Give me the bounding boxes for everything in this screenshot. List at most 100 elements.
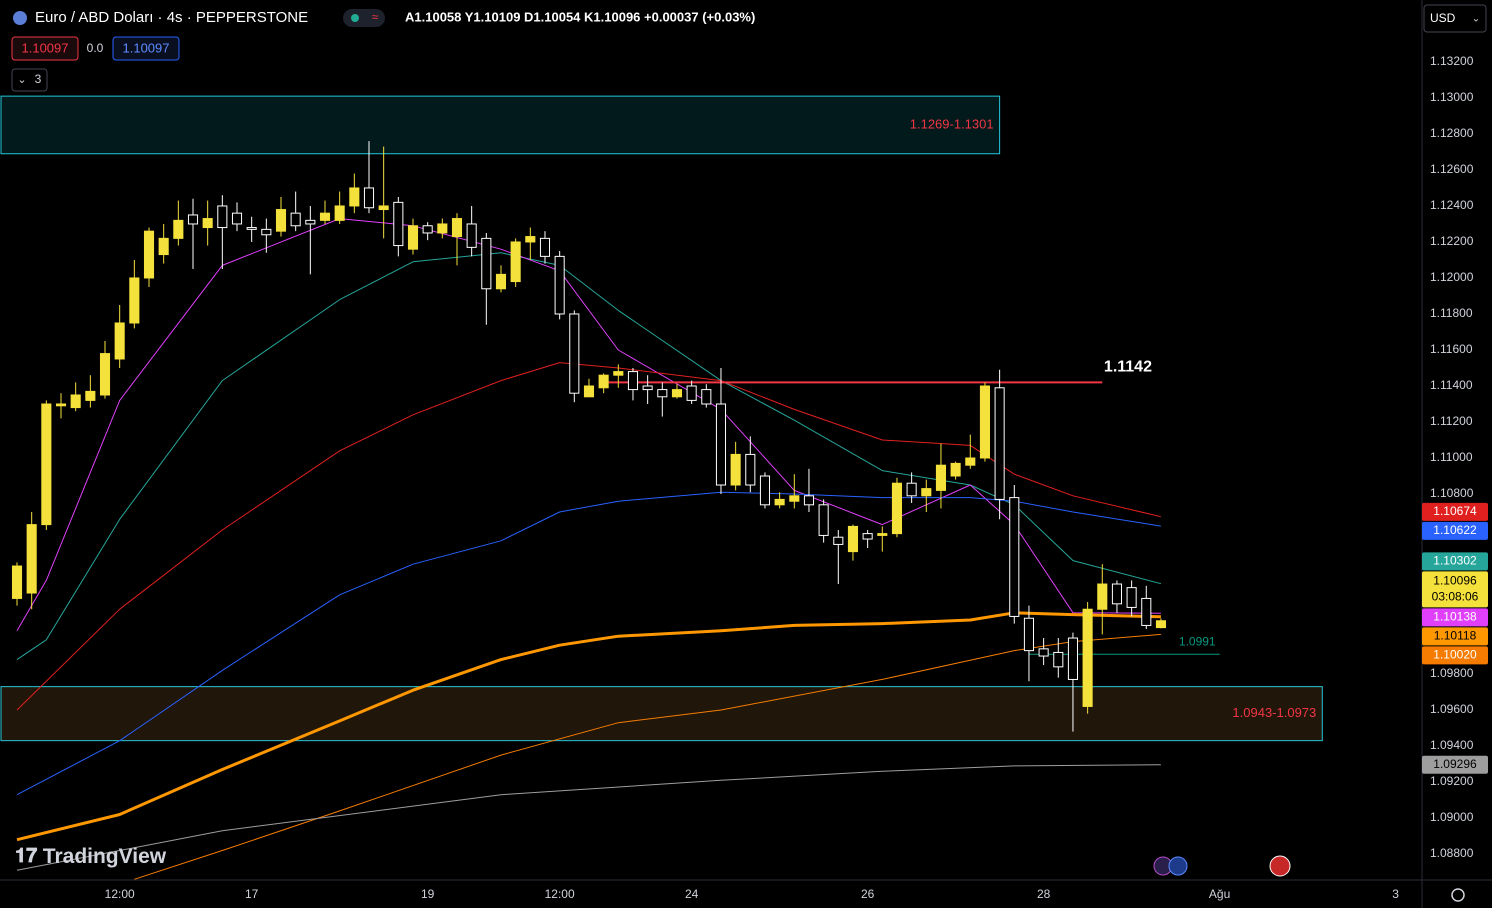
candle-body: [994, 387, 1005, 500]
x-tick-label: 26: [861, 887, 875, 901]
candle-body: [363, 187, 375, 209]
price-tags: 1.10674 1.10622 1.10302 1.10096 03:08:06 1.10…: [1422, 502, 1488, 774]
y-tick-label: 1.13200: [1430, 54, 1474, 68]
candle-body: [510, 241, 521, 283]
level-label: 1.1142: [1104, 359, 1152, 376]
candle-body: [481, 237, 492, 290]
candle-body: [1067, 637, 1078, 680]
countdown: 03:08:06: [1432, 590, 1479, 604]
candle-body: [569, 313, 580, 394]
y-tick-label: 1.11600: [1430, 342, 1473, 356]
price-tag: [1422, 627, 1488, 646]
candle-body: [965, 457, 976, 466]
price-tag: [1422, 755, 1488, 774]
price-tag-label: 1.10302: [1433, 554, 1477, 568]
candle-body: [979, 385, 991, 459]
price-tag-label: 1.10622: [1433, 523, 1477, 537]
candle-body: [671, 389, 683, 398]
candle-body: [1141, 597, 1152, 626]
candle-body: [334, 205, 345, 221]
candle-body: [686, 385, 697, 401]
moving-average: [16, 252, 1162, 661]
ohlc-values: A1.10058 Y1.10109 D1.10054 K1.10096 +0.0…: [405, 9, 755, 24]
candle-body: [1111, 583, 1122, 605]
y-tick-label: 1.11400: [1430, 378, 1473, 392]
eu-flag-icon[interactable]: [1168, 856, 1188, 876]
symbol-icon[interactable]: [13, 11, 27, 25]
logo-text[interactable]: 𝟏𝟕 TradingView: [15, 845, 167, 868]
candle-body: [114, 322, 125, 360]
y-tick-label: 1.10800: [1430, 486, 1474, 500]
price-tag-label: 1.10020: [1433, 648, 1477, 662]
moving-average: [16, 218, 1161, 632]
y-tick-label: 1.11200: [1430, 414, 1473, 428]
price-tag: [1422, 608, 1488, 627]
price-tag: [1422, 552, 1488, 571]
candle-body: [129, 277, 140, 324]
logo-word: TradingView: [43, 845, 167, 868]
candle-body: [833, 536, 844, 545]
y-tick-label: 1.09800: [1430, 666, 1474, 680]
price-tag-label: 1.10674: [1433, 504, 1477, 518]
candle-body: [1155, 620, 1166, 629]
indicator-toggle[interactable]: [11, 68, 48, 92]
moving-average: [16, 611, 1161, 842]
candle-body: [1023, 617, 1035, 652]
x-tick-label: 28: [1037, 887, 1051, 901]
settings-icon[interactable]: [1451, 888, 1465, 902]
candle-body: [935, 464, 947, 491]
status-dot: [351, 14, 359, 22]
us-flag-icon[interactable]: [1269, 855, 1291, 877]
zone: [0, 95, 1001, 155]
price-tag: [1422, 521, 1488, 540]
price-tag: [1422, 571, 1488, 608]
candle-body: [217, 205, 228, 229]
candle-body: [158, 237, 169, 256]
candle-body: [437, 223, 448, 234]
price-tag-label: 1.09296: [1433, 757, 1477, 771]
candle-body: [495, 273, 507, 290]
candle-body: [349, 187, 360, 207]
spread: 0.0: [87, 41, 104, 55]
currency: USD: [1430, 11, 1456, 25]
zone: [0, 686, 1323, 742]
market-status[interactable]: [343, 9, 385, 27]
candle-body: [642, 385, 653, 391]
x-tick-label: 12:00: [545, 887, 575, 901]
y-tick-label: 1.09000: [1430, 810, 1474, 824]
candle-body: [407, 225, 419, 250]
candle-body: [319, 212, 331, 221]
candle-body: [55, 403, 67, 407]
y-tick-label: 1.08800: [1430, 846, 1474, 860]
candle-body: [26, 524, 37, 594]
candle-body: [1009, 497, 1020, 617]
y-tick-label: 1.09400: [1430, 738, 1474, 752]
y-tick-label: 1.09600: [1430, 702, 1474, 716]
sell-button[interactable]: [11, 36, 79, 61]
buy-button[interactable]: [112, 36, 180, 61]
symbol-title[interactable]: Euro / ABD Doları · 4s · PEPPERSTONE: [35, 9, 308, 26]
candle-body: [70, 394, 81, 409]
candle-body: [877, 533, 888, 536]
candle-body: [554, 255, 565, 315]
x-tick-label: Ağu: [1209, 887, 1230, 901]
candle-body: [275, 209, 287, 232]
indicator-count: 3: [35, 72, 42, 86]
y-tick-label: 1.09200: [1430, 774, 1474, 788]
chevron: ⌄: [17, 74, 26, 86]
currency-button[interactable]: [1423, 4, 1487, 33]
status-icon: ≈: [372, 10, 379, 24]
candle-body: [231, 212, 243, 225]
y-tick-label: 1.12000: [1430, 270, 1474, 284]
candle-body: [1038, 648, 1049, 657]
candle-body: [803, 495, 815, 506]
candle-body: [921, 488, 932, 497]
y-tick-label: 1.11000: [1430, 450, 1473, 464]
candle-body: [745, 453, 756, 486]
level-label: 1.0991: [1179, 634, 1216, 648]
candle-body: [613, 371, 624, 376]
currency-chevron: ⌄: [1472, 14, 1480, 25]
candle-body: [539, 237, 551, 257]
candle-body: [393, 201, 404, 247]
